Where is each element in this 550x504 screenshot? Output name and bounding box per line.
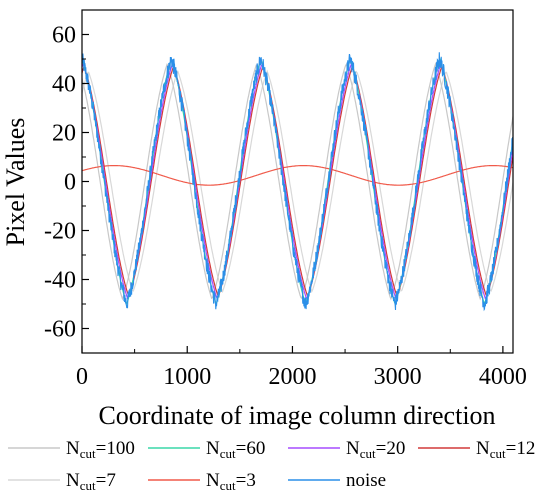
x-tick-label: 1000 — [163, 364, 211, 390]
legend-label: Ncut=7 — [66, 470, 116, 493]
x-tick-label: 0 — [76, 364, 88, 390]
series-line — [82, 165, 513, 186]
legend: Ncut=100 Ncut=60 Ncut=20 Ncut=12 Ncut=7 Ncut=… — [8, 438, 535, 493]
x-tick-label: 3000 — [374, 364, 422, 390]
series-line — [82, 69, 513, 294]
y-tick-label: 20 — [52, 121, 76, 147]
series-line — [82, 52, 513, 312]
legend-label: Ncut=100 — [66, 438, 135, 461]
y-tick-label: 0 — [64, 170, 76, 196]
legend-label: Ncut=60 — [206, 438, 265, 461]
legend-label: Ncut=12 — [476, 438, 535, 461]
legend-label: Ncut=3 — [206, 470, 256, 493]
series-line — [82, 64, 513, 299]
x-axis-title: Coordinate of image column direction — [98, 401, 495, 430]
y-tick-label: -60 — [44, 317, 76, 343]
legend-label: Ncut=20 — [346, 438, 405, 461]
x-tick-label: 2000 — [268, 364, 316, 390]
y-tick-label: -20 — [44, 219, 76, 245]
y-tick-label: 60 — [52, 23, 76, 49]
series-group — [82, 52, 513, 312]
x-axis: 0 1000 2000 3000 4000 — [76, 346, 527, 390]
series-line — [82, 62, 513, 301]
y-axis: -60 -40 -20 0 20 40 60 — [44, 23, 89, 343]
x-tick-label: 4000 — [479, 364, 527, 390]
legend-label: noise — [346, 470, 386, 491]
plot-frame — [81, 9, 514, 354]
y-tick-label: -40 — [44, 268, 76, 294]
series-line — [82, 62, 513, 301]
y-tick-label: 40 — [52, 72, 76, 98]
y-axis-title: Pixel Values — [1, 118, 30, 247]
